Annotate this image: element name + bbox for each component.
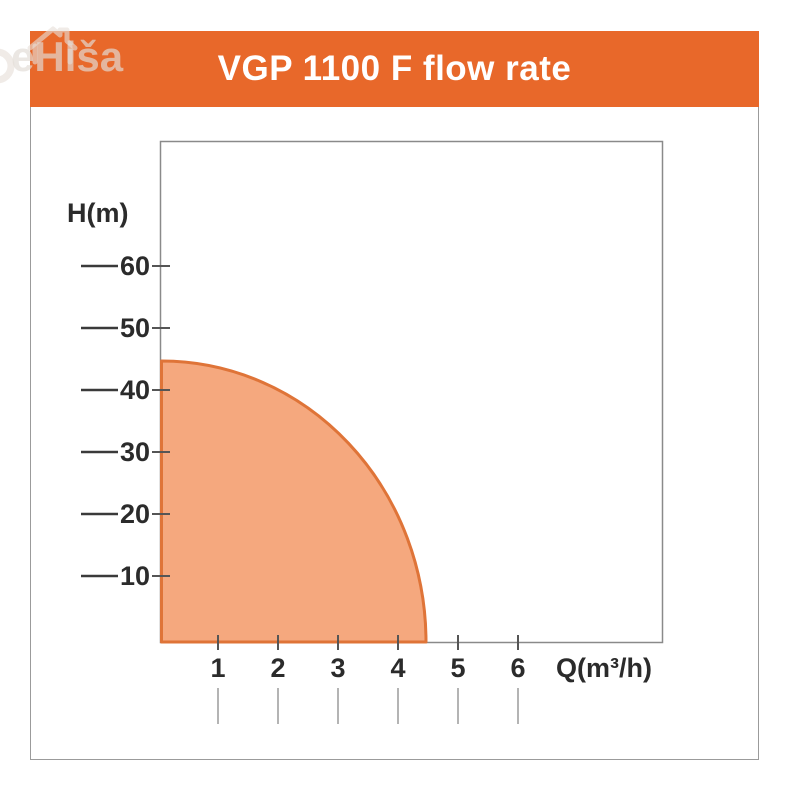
title-banner: VGP 1100 F flow rate <box>30 31 759 107</box>
x-tick-label: 2 <box>270 653 285 683</box>
y-tick-50: 50 <box>81 313 170 343</box>
x-tick-3: 3 <box>330 635 346 724</box>
y-tick-40: 40 <box>81 375 170 405</box>
y-axis-label: H(m) <box>67 198 129 228</box>
x-tick-6: 6 <box>510 635 526 724</box>
y-tick-label: 50 <box>120 313 150 343</box>
x-tick-label: 6 <box>510 653 525 683</box>
x-tick-label: 5 <box>450 653 465 683</box>
x-tick-label: 3 <box>330 653 345 683</box>
x-tick-label: 4 <box>390 653 405 683</box>
y-tick-20: 20 <box>81 499 170 529</box>
chart-title: VGP 1100 F flow rate <box>217 49 572 88</box>
y-tick-30: 30 <box>81 437 170 467</box>
y-tick-label: 20 <box>120 499 150 529</box>
y-tick-label: 40 <box>120 375 150 405</box>
x-tick-1: 1 <box>210 635 226 724</box>
y-tick-60: 60 <box>81 251 170 281</box>
y-tick-label: 30 <box>120 437 150 467</box>
y-tick-label: 10 <box>120 561 150 591</box>
x-tick-5: 5 <box>450 635 466 724</box>
y-tick-label: 60 <box>120 251 150 281</box>
x-axis-label: Q(m³/h) <box>556 653 652 683</box>
y-tick-10: 10 <box>81 561 170 591</box>
pump-curve-area <box>160 359 428 644</box>
x-tick-4: 4 <box>390 635 406 724</box>
x-tick-label: 1 <box>210 653 225 683</box>
x-tick-2: 2 <box>270 635 286 724</box>
